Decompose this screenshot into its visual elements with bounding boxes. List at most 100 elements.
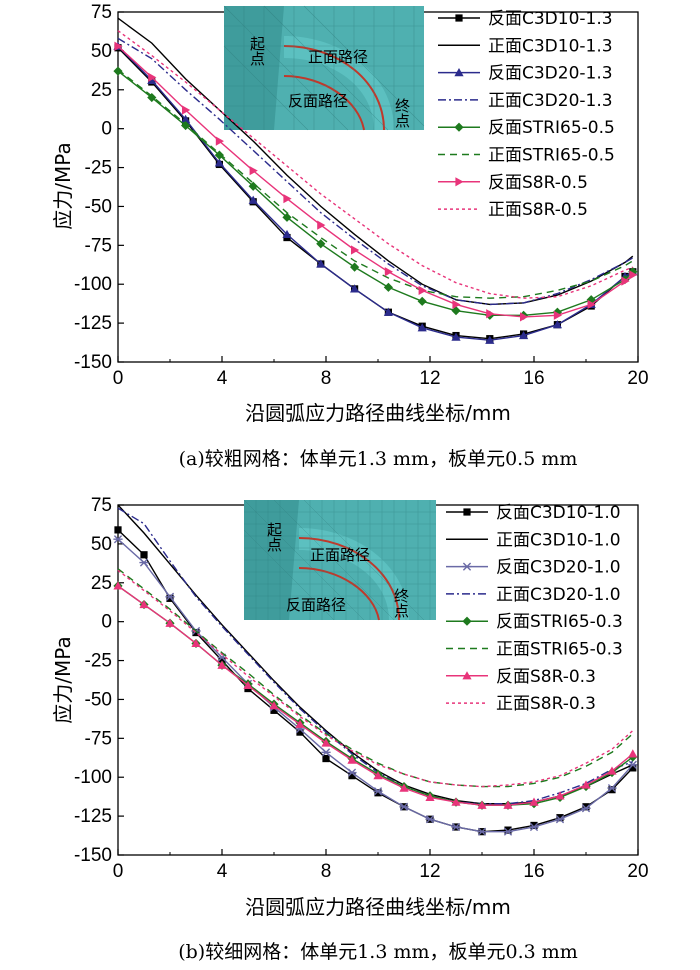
legend-marker bbox=[463, 508, 471, 516]
legend-marker bbox=[455, 14, 463, 22]
series-2-3-point bbox=[529, 822, 539, 832]
series-2-7-point bbox=[295, 719, 305, 728]
legend-entry: 正面C3D20-1.3 bbox=[438, 91, 613, 111]
series-2-1-point bbox=[114, 526, 122, 534]
y-tick-label: 75 bbox=[91, 495, 112, 516]
legend-entry: 反面STRI65-0.5 bbox=[438, 118, 615, 138]
mesh-inset-grid bbox=[243, 499, 436, 621]
series-1-5-point bbox=[383, 282, 393, 292]
y-tick-label: -25 bbox=[85, 158, 112, 179]
legend-entry: 反面C3D20-1.3 bbox=[438, 64, 613, 84]
legend-entry: 反面S8R-0.3 bbox=[446, 667, 596, 687]
legend-label: 反面STRI65-0.5 bbox=[488, 118, 615, 138]
series-1-8 bbox=[117, 30, 634, 299]
series-1-7-point bbox=[629, 270, 638, 280]
series-1-7-point bbox=[587, 299, 596, 310]
series-2-1-point bbox=[322, 754, 330, 763]
series-2-8-line bbox=[117, 569, 634, 788]
y-tick-label: 25 bbox=[91, 80, 112, 101]
series-1-5-point bbox=[316, 239, 326, 249]
series-2-1-point bbox=[296, 728, 304, 736]
series-1-7-point bbox=[215, 136, 224, 146]
series-2-1-point bbox=[192, 628, 200, 637]
series-1-7-point bbox=[384, 267, 393, 277]
series-1-3-point bbox=[282, 229, 292, 239]
x-tick-label: 20 bbox=[627, 861, 648, 882]
legend-marker bbox=[455, 177, 464, 187]
legend-label: 正面S8R-0.3 bbox=[496, 694, 596, 714]
series-2-7-point bbox=[425, 792, 435, 802]
series-2-3-point bbox=[113, 535, 123, 544]
series-1-6-line bbox=[117, 69, 634, 299]
series-1-7-point bbox=[520, 312, 529, 322]
y-tick-label: -125 bbox=[74, 806, 112, 827]
series-2-3-point bbox=[165, 592, 175, 601]
series-2-3-point bbox=[503, 827, 513, 836]
series-1-3-point bbox=[451, 332, 461, 341]
legend-entry: 反面C3D10-1.0 bbox=[446, 503, 621, 523]
series-1-4-line bbox=[117, 37, 634, 306]
series-1-7 bbox=[114, 41, 638, 322]
series-1-3-point bbox=[248, 195, 258, 204]
series-1-3-point bbox=[552, 320, 562, 329]
legend-entry: 反面C3D20-1.0 bbox=[446, 558, 621, 578]
x-tick-label: 16 bbox=[523, 861, 544, 882]
legend-label: 反面C3D10-1.3 bbox=[488, 9, 613, 29]
inset-front-label: 正面路径 bbox=[310, 546, 370, 564]
series-2-7-point bbox=[399, 783, 409, 792]
legend-entry: 反面STRI65-0.3 bbox=[446, 612, 623, 632]
legend-label: 反面S8R-0.5 bbox=[488, 173, 588, 193]
series-1-5-point bbox=[248, 181, 258, 191]
series-1-7-point bbox=[114, 41, 123, 51]
caption-b: (b)较细网格：体单元1.3 mm，板单元0.3 mm bbox=[178, 941, 578, 963]
legend-label: 正面S8R-0.5 bbox=[488, 200, 588, 220]
series-2-3-point bbox=[373, 787, 383, 796]
y-tick-label: -50 bbox=[85, 196, 112, 217]
mesh-inset-front-path bbox=[298, 537, 400, 621]
legend-marker bbox=[462, 562, 472, 571]
inset-back-label: 反面路径 bbox=[288, 92, 348, 110]
legend-marker bbox=[462, 671, 472, 680]
series-2-1-point bbox=[270, 706, 278, 714]
series-1-2-line bbox=[117, 17, 634, 306]
legend-label: 正面C3D10-1.3 bbox=[488, 36, 613, 56]
series-1-2 bbox=[117, 17, 634, 306]
legend-entry: 正面S8R-0.5 bbox=[438, 200, 588, 220]
legend-label: 反面C3D20-1.0 bbox=[496, 558, 621, 578]
series-1-5-point bbox=[147, 92, 157, 103]
series-2-6 bbox=[117, 568, 634, 788]
legend-label: 反面STRI65-0.3 bbox=[496, 612, 623, 632]
x-tick-label: 8 bbox=[321, 861, 332, 882]
series-1-3-point bbox=[147, 75, 157, 85]
mesh-inset-front-path bbox=[283, 45, 385, 131]
series-2-7-point bbox=[503, 800, 513, 809]
inset-end-label: 终点 bbox=[392, 588, 410, 618]
series-2-1-point bbox=[530, 821, 538, 830]
mesh-inset-arc-band bbox=[284, 36, 394, 130]
series-1-5-point bbox=[113, 66, 123, 76]
series-1-5-point bbox=[214, 150, 224, 160]
series-1-7-point bbox=[418, 285, 427, 296]
inset-end-label: 终点 bbox=[393, 98, 411, 128]
y-tick-label: -150 bbox=[74, 352, 112, 373]
legend-label: 正面C3D20-1.0 bbox=[496, 585, 621, 605]
series-2-3-point bbox=[477, 827, 487, 836]
legend-entry: 反面S8R-0.5 bbox=[438, 173, 588, 193]
series-2-7-point bbox=[113, 581, 123, 590]
x-tick-label: 8 bbox=[321, 368, 332, 389]
series-2-1-point bbox=[374, 789, 382, 797]
series-2-3-point bbox=[451, 822, 461, 832]
series-2-1-point bbox=[218, 656, 226, 665]
series-2-7-point bbox=[165, 618, 175, 627]
series-2-7-point bbox=[217, 660, 227, 669]
y-tick-label: -125 bbox=[74, 313, 112, 334]
series-2-1-point bbox=[348, 772, 356, 780]
mesh-inset-back-path bbox=[283, 75, 365, 131]
series-2-3-point bbox=[581, 804, 591, 813]
series-2-3-point bbox=[555, 815, 565, 824]
y-tick-label: -100 bbox=[74, 274, 112, 295]
x-tick-label: 0 bbox=[113, 368, 124, 389]
series-2-3-point bbox=[347, 768, 357, 777]
mesh-inset-b: 起点 正面路径 反面路径 终点 bbox=[243, 499, 436, 621]
